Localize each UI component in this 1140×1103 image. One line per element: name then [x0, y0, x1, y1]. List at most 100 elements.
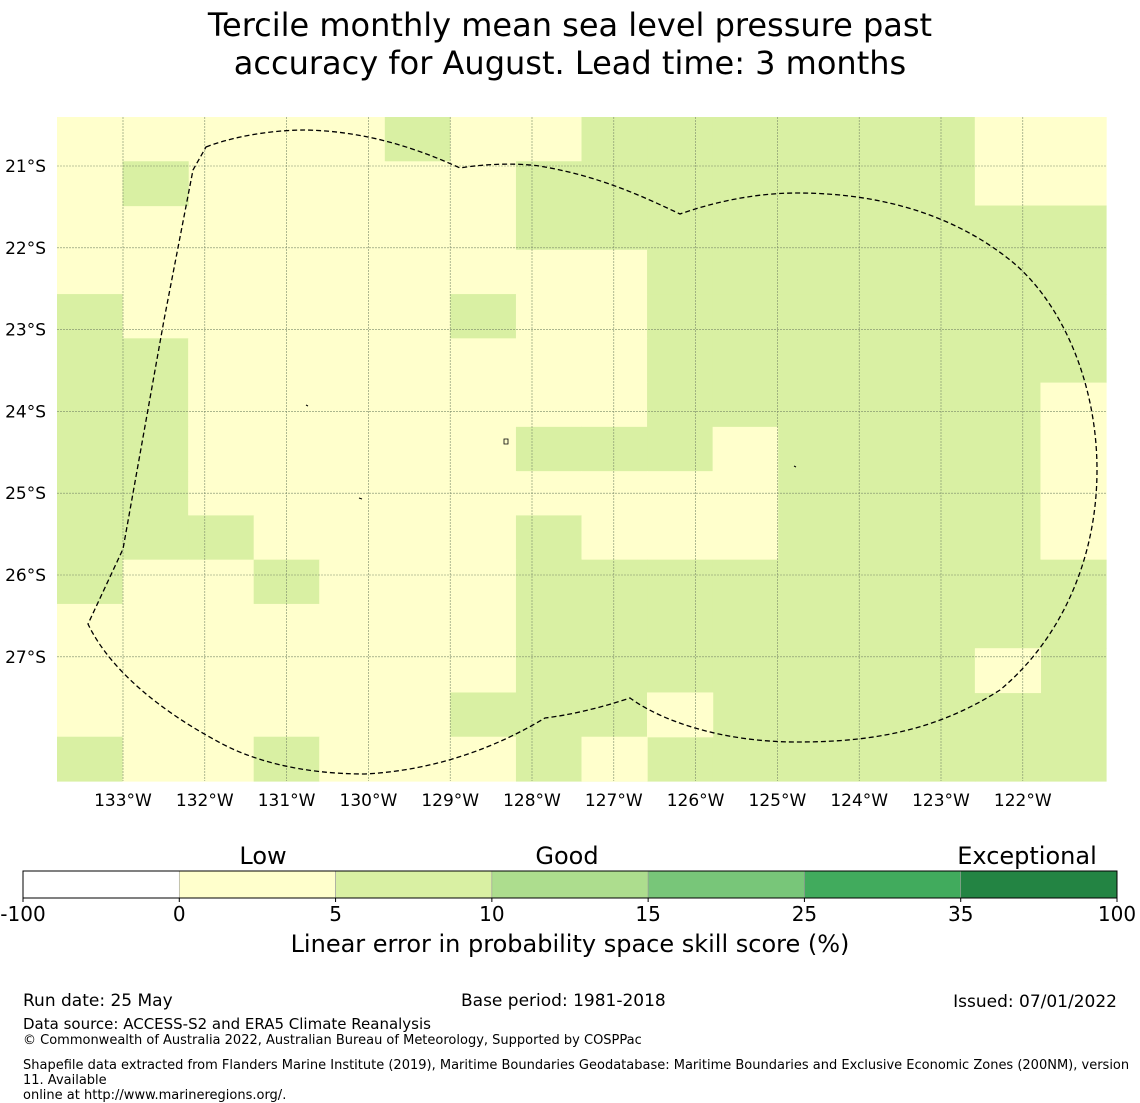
grid-cell — [384, 692, 451, 738]
grid-cell — [384, 736, 451, 782]
colorbar-tick-label: -100 — [0, 902, 46, 926]
lat-tick-label: 23°S — [5, 321, 46, 341]
grid-cell — [450, 736, 517, 782]
grid-cell — [384, 426, 451, 472]
grid-cell — [384, 515, 451, 561]
grid-cell — [1040, 249, 1107, 295]
grid-cell — [647, 294, 714, 339]
grid-cell — [778, 559, 845, 605]
grid-cell — [515, 603, 583, 649]
grid-cell — [1040, 736, 1107, 782]
grid-cell — [319, 426, 386, 472]
grid-cell — [974, 382, 1042, 428]
grid-cell — [450, 294, 517, 339]
grid-cell — [1040, 648, 1107, 694]
colorbar — [22, 870, 1118, 902]
grid-cell — [515, 471, 583, 516]
grid-cell — [188, 161, 255, 207]
grid-cell — [319, 471, 386, 516]
grid-cell — [122, 161, 189, 207]
grid-cell — [384, 471, 451, 516]
grid-cell — [384, 205, 451, 251]
eez-boundary — [87, 129, 1098, 775]
grid-cell — [647, 338, 714, 384]
lat-tick-label: 25°S — [5, 484, 46, 504]
grid-cell — [57, 249, 124, 295]
grid-cell — [450, 692, 517, 738]
grid-cell — [319, 648, 386, 694]
shapefile-line-1: Shapefile data extracted from Flanders M… — [23, 1058, 1130, 1088]
grid-cell — [1040, 559, 1107, 605]
grid-cell — [188, 249, 255, 295]
grid-cell — [909, 117, 976, 162]
grid-cell — [515, 117, 583, 162]
grid-cell — [450, 249, 517, 295]
grid-cell — [515, 294, 583, 339]
colorbar-tick-label: 100 — [1097, 902, 1137, 926]
grid-cell — [909, 294, 976, 339]
grid-cell — [712, 426, 779, 472]
grid-cell — [647, 736, 714, 782]
grid-cell — [843, 338, 910, 384]
grid-cell — [188, 382, 255, 428]
grid-cell — [450, 338, 517, 384]
grid-cell — [122, 338, 189, 384]
grid-cell — [778, 249, 845, 295]
grid-cell — [909, 471, 976, 516]
grid-cell — [974, 294, 1042, 339]
grid-cell — [581, 249, 648, 295]
grid-cell — [319, 603, 386, 649]
grid-cell — [712, 692, 779, 738]
grid-cell — [974, 603, 1042, 649]
grid-cell — [778, 692, 845, 738]
grid-cell — [57, 338, 124, 384]
grid-cell — [188, 338, 255, 384]
lon-tick-label: 132°W — [176, 791, 234, 811]
grid-cell — [909, 249, 976, 295]
grid-cell — [909, 736, 976, 782]
grid-cell — [843, 603, 910, 649]
grid-cell — [647, 515, 714, 561]
grid-cell — [974, 338, 1042, 384]
grid-cell — [843, 648, 910, 694]
grid-cell — [319, 249, 386, 295]
grid-cell — [974, 559, 1042, 605]
island-marker — [358, 497, 363, 500]
grid-cell — [581, 648, 648, 694]
lat-tick-label: 26°S — [5, 566, 46, 586]
grid-cell — [778, 338, 845, 384]
grid-cell — [515, 338, 583, 384]
grid-cell — [188, 471, 255, 516]
grid-cell — [778, 736, 845, 782]
grid-cell — [712, 249, 779, 295]
islands — [305, 404, 797, 500]
lon-tick-label: 128°W — [503, 791, 561, 811]
lon-tick-label: 124°W — [830, 791, 888, 811]
grid-cell — [778, 117, 845, 162]
grid-cell — [188, 426, 255, 472]
grid-cell — [57, 692, 124, 738]
lon-tick-label: 127°W — [585, 791, 643, 811]
grid-cell — [515, 161, 583, 207]
data-source: Data source: ACCESS-S2 and ERA5 Climate … — [23, 1015, 431, 1033]
grid-cell — [57, 426, 124, 472]
grid-cell — [319, 736, 386, 782]
grid-cell — [515, 736, 583, 782]
title-line-2: accuracy for August. Lead time: 3 months — [233, 44, 907, 82]
grid-cell — [581, 471, 648, 516]
grid-cell — [188, 515, 255, 561]
base-period: Base period: 1981-2018 — [461, 991, 666, 1011]
grid-cell — [319, 294, 386, 339]
grid-cell — [515, 648, 583, 694]
lon-tick-label: 126°W — [667, 791, 725, 811]
grid-cell — [515, 382, 583, 428]
grid-cell — [450, 559, 517, 605]
grid-cell — [778, 515, 845, 561]
grid-cell — [909, 205, 976, 251]
colorbar-tick-label: 0 — [172, 902, 186, 926]
grid-cell — [319, 117, 386, 162]
colorbar-segment — [960, 870, 1118, 899]
skill-grid — [57, 117, 1107, 782]
colorbar-tick-label: 10 — [479, 902, 505, 926]
grid-cell — [122, 382, 189, 428]
